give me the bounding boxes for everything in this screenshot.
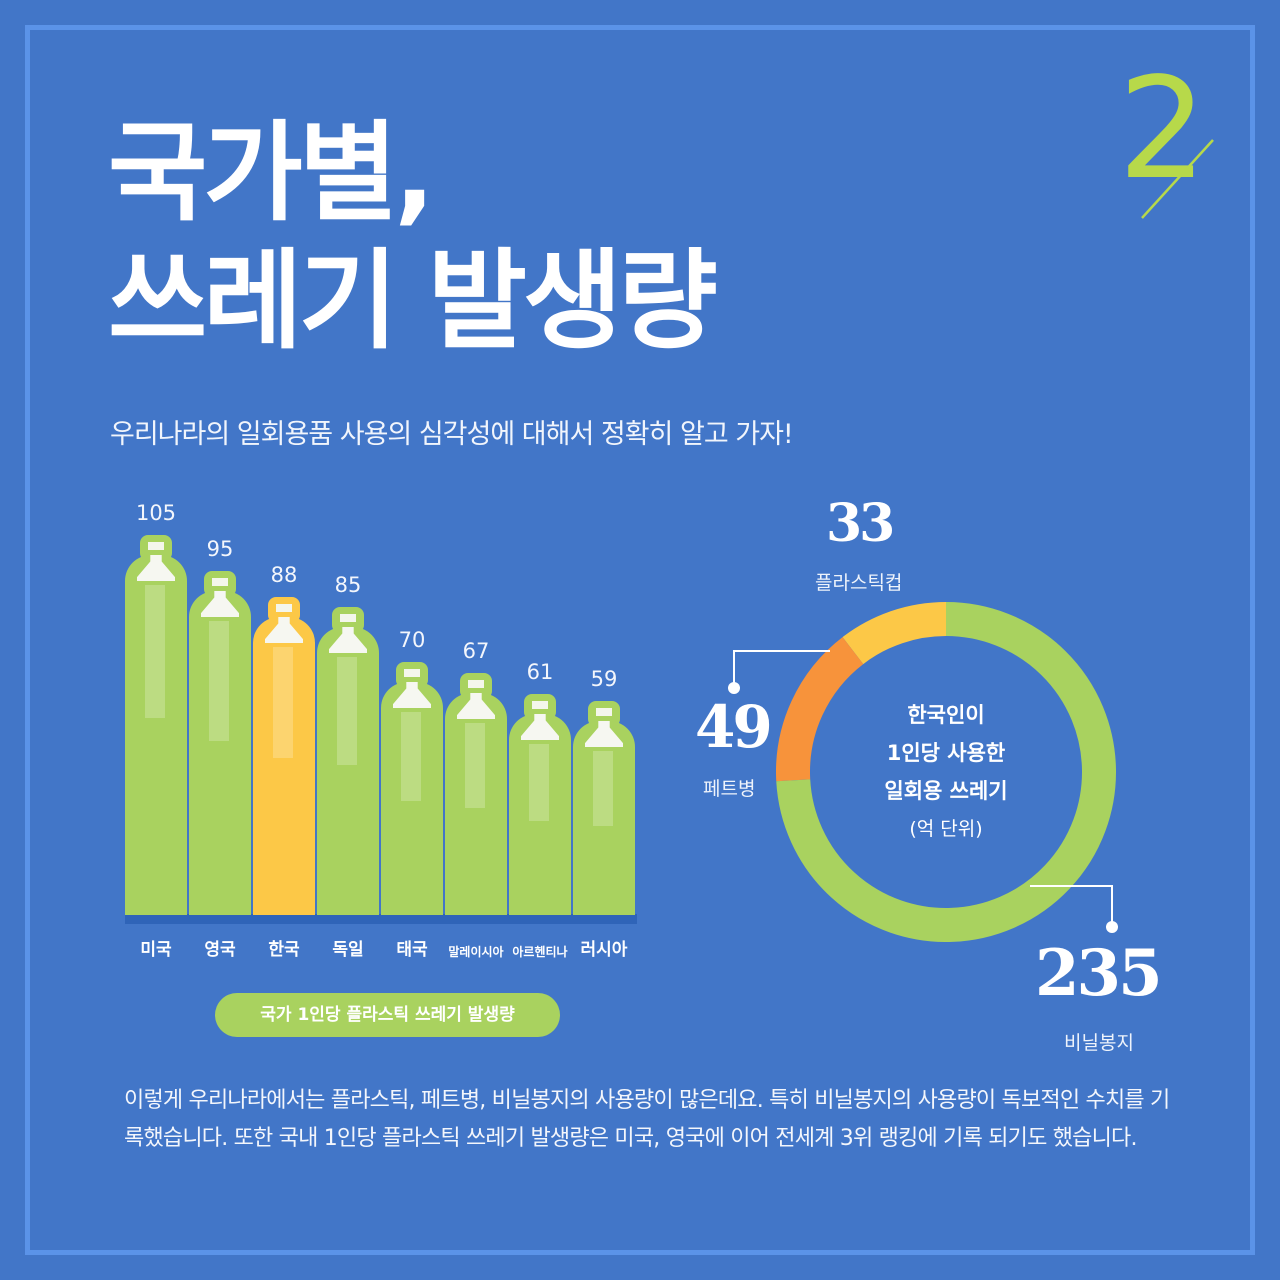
center-line-1: 한국인이: [907, 703, 985, 727]
subtitle: 우리나라의 일회용품 사용의 심각성에 대해서 정확히 알고 가자!: [110, 419, 794, 450]
center-line-3: 일회용 쓰레기: [884, 779, 1008, 803]
bar-value-label: 70: [398, 628, 426, 652]
x-axis-label: 아르헨티나: [512, 945, 568, 959]
label-plastic-bag: 비닐봉지: [1064, 1032, 1134, 1054]
title-line-1: 국가별,: [108, 111, 435, 236]
label-pet-bottle: 페트병: [703, 778, 756, 800]
bar-value-label: 61: [526, 660, 554, 684]
bottle-bar-icon: [573, 701, 635, 915]
bar-6: 61: [509, 660, 571, 915]
bottle-bar-icon: [125, 535, 187, 915]
bar-0: 105: [125, 501, 187, 915]
bottle-bar-icon: [189, 571, 251, 915]
bar-2: 88: [253, 563, 315, 915]
page-number: 2: [1118, 48, 1208, 211]
page-frame: [25, 25, 1255, 1255]
bar-1: 95: [189, 537, 251, 915]
x-axis-label: 독일: [332, 940, 364, 960]
donut-center-label: 한국인이 1인당 사용한 일회용 쓰레기 (억 단위): [846, 696, 1046, 848]
bar-value-label: 105: [135, 501, 177, 525]
x-axis-label: 미국: [140, 940, 172, 960]
center-line-2: 1인당 사용한: [886, 741, 1006, 765]
x-axis-label: 말레이시아: [448, 945, 504, 959]
donut-chart: [776, 602, 1116, 942]
bottle-bar-icon: [317, 607, 379, 915]
slash-line-icon: [1141, 139, 1214, 219]
value-plastic-cup: 33: [826, 493, 895, 554]
leader-line-bag: [1030, 885, 1118, 933]
donut-segment: [842, 602, 947, 665]
bottle-bar-icon: [445, 673, 507, 915]
chart-baseline: [125, 914, 637, 924]
bottle-bar-icon: [253, 597, 315, 915]
bar-7: 59: [573, 667, 635, 915]
bottle-bar-icon: [509, 694, 571, 915]
x-axis-label: 한국: [268, 940, 300, 960]
bar-chart: 105 미국 95 영국 88 한국 85 독일 70 태국 67 말레이시아 61 아르헨티나 59 러시아: [125, 490, 640, 960]
bar-value-label: 59: [590, 667, 618, 691]
center-unit: (억 단위): [909, 818, 983, 840]
donut-segment: [776, 637, 864, 782]
bottle-bar-icon: [381, 662, 443, 915]
bar-4: 70: [381, 628, 443, 915]
x-axis-label: 태국: [396, 940, 428, 960]
page-title: 국가별, 쓰레기 발생량: [108, 110, 718, 366]
value-plastic-bag: 235: [1035, 936, 1163, 1011]
bar-3: 85: [317, 573, 379, 915]
body-paragraph: 이렇게 우리나라에서는 플라스틱, 페트병, 비닐봉지의 사용량이 많은데요. …: [124, 1088, 1170, 1151]
leader-line-pet: [728, 650, 830, 694]
bar-value-label: 67: [462, 639, 490, 663]
title-line-2: 쓰레기 발생량: [108, 239, 718, 364]
bar-5: 67: [445, 639, 507, 915]
bar-value-label: 95: [206, 537, 234, 561]
bar-value-label: 88: [270, 563, 298, 587]
value-pet-bottle: 49: [695, 693, 773, 761]
x-axis-label: 영국: [204, 940, 236, 960]
bar-chart-caption: 국가 1인당 플라스틱 쓰레기 발생량: [215, 993, 560, 1037]
page-number-badge: 2: [1118, 60, 1228, 228]
bar-value-label: 85: [334, 573, 362, 597]
donut-segment: [776, 602, 1116, 942]
x-axis-label: 러시아: [580, 940, 628, 960]
label-plastic-cup: 플라스틱컵: [815, 572, 903, 594]
